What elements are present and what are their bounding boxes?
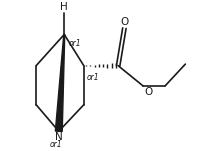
Text: H: H	[60, 2, 68, 12]
Text: O: O	[144, 87, 152, 97]
Polygon shape	[55, 34, 65, 132]
Text: or1: or1	[68, 39, 81, 48]
Text: or1: or1	[49, 140, 62, 149]
Text: O: O	[120, 17, 129, 27]
Text: or1: or1	[87, 73, 100, 82]
Text: N: N	[55, 132, 63, 142]
